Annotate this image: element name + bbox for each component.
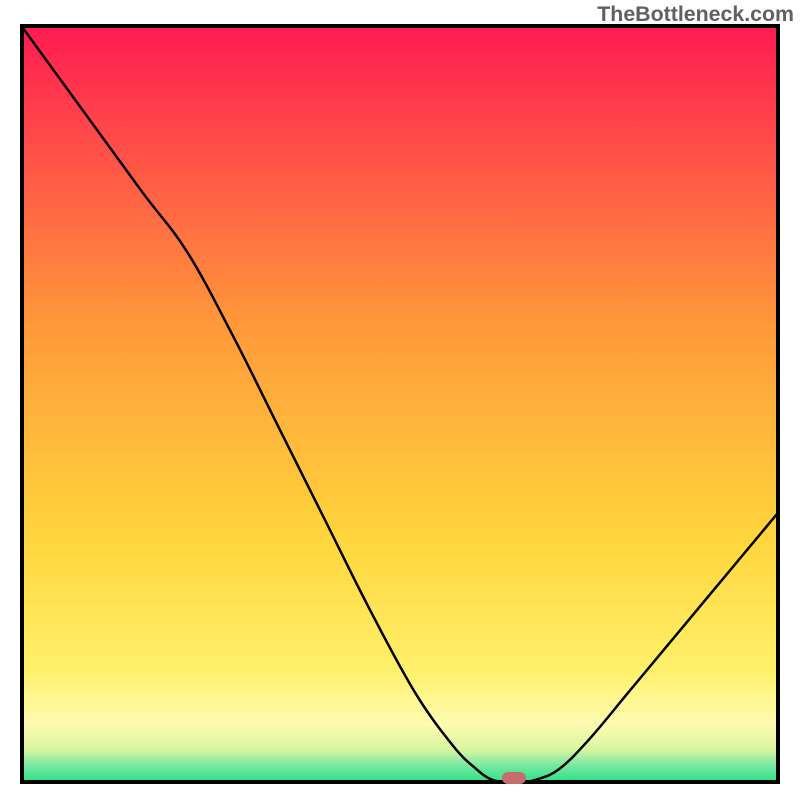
minimum-marker xyxy=(502,772,526,784)
chart-svg xyxy=(20,24,780,784)
watermark-text: TheBottleneck.com xyxy=(597,2,794,27)
plot-area xyxy=(20,24,780,784)
chart-container: TheBottleneck.com xyxy=(0,0,800,800)
line-series xyxy=(20,24,780,783)
